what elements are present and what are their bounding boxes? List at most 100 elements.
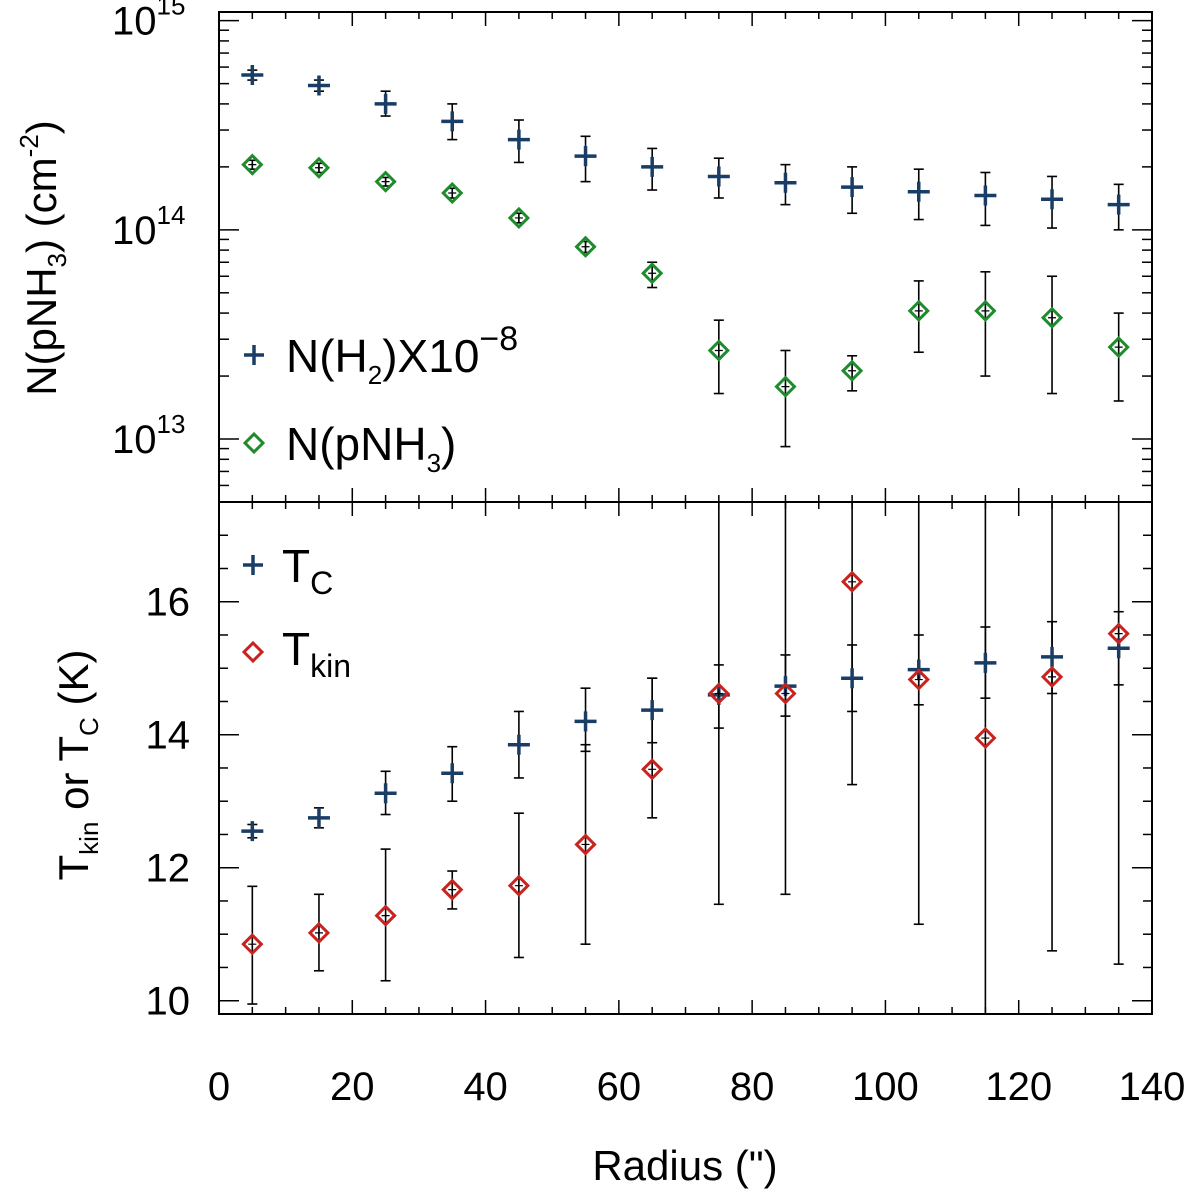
ytick-label: 12 bbox=[146, 847, 191, 891]
legend-item-h2: N(H2)X10−8 bbox=[244, 320, 518, 390]
legend-item-tkin: Tkin bbox=[241, 623, 351, 684]
point-plus bbox=[574, 146, 597, 167]
bottom-errorbars bbox=[247, 501, 1124, 1015]
point-diamond-center bbox=[848, 366, 857, 375]
bottom-plot-frame bbox=[218, 501, 1153, 1015]
point-plus bbox=[574, 711, 597, 732]
point-diamond-center bbox=[381, 911, 390, 920]
ytick-label: 1015 bbox=[112, 0, 185, 44]
point-plus bbox=[974, 652, 997, 673]
bottom-legend: TC Tkin bbox=[241, 540, 351, 684]
point-diamond bbox=[507, 874, 531, 897]
point-diamond-center bbox=[248, 940, 257, 949]
point-diamond-center bbox=[314, 163, 323, 172]
top-ytick-labels: 1013 1014 1015 bbox=[112, 0, 185, 462]
point-diamond bbox=[574, 833, 597, 856]
bottom-panel: 10 12 14 16 0 20 40 60 80 100 120 140 Tkin or TC (… bbox=[50, 501, 1185, 1189]
top-ylabel: N(pNH3) (cm-2) bbox=[14, 120, 72, 396]
point-plus bbox=[907, 181, 930, 202]
point-diamond-center bbox=[648, 765, 657, 774]
top-errorbars bbox=[247, 69, 1124, 448]
point-plus bbox=[374, 783, 397, 804]
xtick-label: 120 bbox=[985, 1065, 1052, 1109]
xtick-label: 60 bbox=[597, 1065, 642, 1109]
legend-plus-marker bbox=[243, 555, 263, 575]
point-plus bbox=[707, 166, 730, 187]
legend-plus-marker bbox=[244, 345, 264, 365]
point-diamond-center bbox=[514, 881, 523, 890]
bottom-ylabel: Tkin or TC (K) bbox=[50, 650, 104, 881]
point-diamond bbox=[641, 758, 664, 781]
point-diamond-center bbox=[1048, 672, 1057, 681]
point-diamond-center bbox=[514, 213, 523, 222]
point-diamond bbox=[374, 904, 397, 927]
top-markers bbox=[241, 64, 1130, 398]
legend-label-pnh3: N(pNH3) bbox=[286, 418, 456, 478]
point-diamond bbox=[974, 299, 997, 322]
ytick-label: 16 bbox=[146, 581, 191, 625]
top-panel: 1013 1014 1015 N(pNH3) (cm-2) N(H2)X10−8 N… bbox=[14, 0, 1153, 503]
top-legend: N(H2)X10−8 N(pNH3) bbox=[242, 320, 518, 478]
point-plus bbox=[441, 111, 464, 132]
point-plus bbox=[241, 821, 264, 842]
point-diamond bbox=[1040, 306, 1064, 329]
point-plus bbox=[774, 172, 797, 193]
point-diamond-center bbox=[1114, 629, 1123, 638]
point-diamond-center bbox=[914, 306, 923, 315]
legend-item-pnh3: N(pNH3) bbox=[242, 418, 456, 478]
point-diamond bbox=[641, 262, 664, 285]
point-plus bbox=[1107, 194, 1130, 215]
point-diamond-center bbox=[848, 577, 857, 586]
legend-item-tc: TC bbox=[243, 540, 333, 601]
xtick-label: 80 bbox=[730, 1065, 775, 1109]
point-diamond bbox=[307, 156, 331, 179]
point-diamond bbox=[840, 570, 864, 593]
point-plus bbox=[507, 129, 530, 150]
point-plus bbox=[307, 807, 330, 828]
point-diamond bbox=[241, 933, 264, 956]
legend-label-tkin: Tkin bbox=[282, 623, 351, 684]
point-diamond bbox=[374, 170, 397, 193]
point-diamond bbox=[241, 153, 264, 176]
point-diamond-center bbox=[1114, 343, 1123, 352]
ytick-label: 1014 bbox=[112, 200, 185, 253]
point-plus bbox=[307, 75, 330, 96]
point-diamond bbox=[707, 339, 730, 362]
point-diamond bbox=[774, 375, 797, 398]
point-plus bbox=[1041, 189, 1064, 210]
point-diamond bbox=[307, 921, 331, 944]
point-diamond bbox=[441, 181, 464, 205]
point-diamond bbox=[1107, 336, 1130, 359]
point-diamond bbox=[707, 682, 730, 705]
legend-diamond-marker bbox=[242, 431, 266, 455]
xtick-label: 0 bbox=[208, 1065, 230, 1109]
point-diamond-center bbox=[781, 382, 790, 391]
bottom-markers bbox=[241, 570, 1130, 956]
xtick-label: 20 bbox=[330, 1065, 375, 1109]
point-diamond-center bbox=[314, 928, 323, 937]
point-diamond-center bbox=[914, 675, 923, 684]
point-plus bbox=[841, 668, 864, 689]
legend-diamond-marker bbox=[241, 640, 265, 664]
point-diamond bbox=[574, 235, 597, 258]
xtick-label: 100 bbox=[852, 1065, 919, 1109]
point-diamond-center bbox=[381, 177, 390, 186]
point-plus bbox=[641, 700, 664, 721]
point-plus bbox=[641, 156, 664, 177]
ytick-label: 14 bbox=[146, 714, 191, 758]
point-diamond bbox=[907, 299, 930, 322]
point-plus bbox=[841, 177, 864, 198]
point-diamond-center bbox=[714, 346, 723, 355]
point-plus bbox=[974, 185, 997, 206]
point-plus bbox=[241, 64, 264, 85]
point-plus bbox=[374, 93, 397, 114]
point-diamond bbox=[507, 206, 531, 230]
ytick-label: 1013 bbox=[112, 409, 185, 462]
point-diamond-center bbox=[448, 189, 457, 198]
legend-label-h2: N(H2)X10−8 bbox=[286, 320, 518, 390]
point-diamond-center bbox=[581, 242, 590, 251]
point-diamond-center bbox=[981, 306, 990, 315]
point-plus bbox=[507, 734, 530, 755]
point-diamond bbox=[441, 878, 464, 901]
